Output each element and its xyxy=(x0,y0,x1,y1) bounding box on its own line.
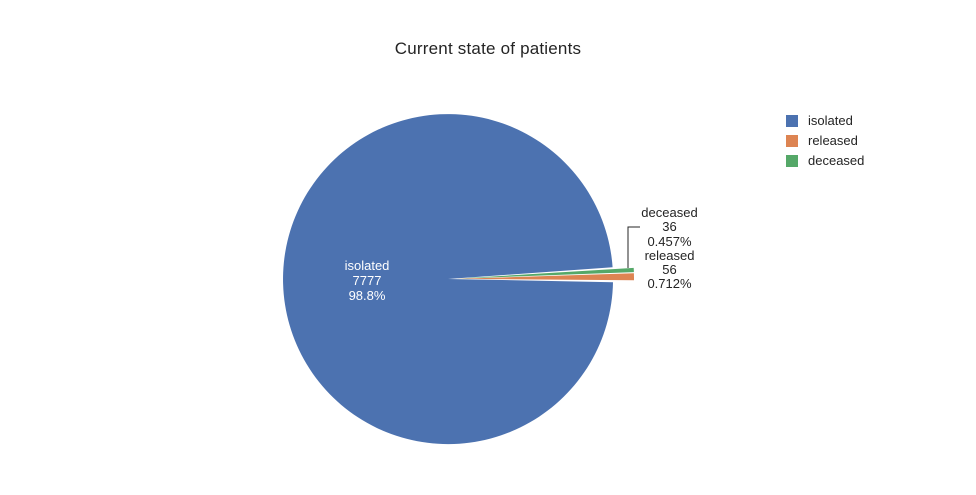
legend: isolated released deceased xyxy=(786,114,864,174)
slice-label-deceased-value: 36 xyxy=(662,219,677,235)
pie-slice-deceased[interactable] xyxy=(457,267,634,279)
slice-label-deceased-name: deceased xyxy=(641,205,698,220)
legend-swatch-deceased xyxy=(786,154,798,167)
slice-label-released-name: released xyxy=(644,247,695,263)
legend-swatch-isolated xyxy=(786,114,798,127)
slice-label-isolated-pct: 98.8% xyxy=(348,288,386,303)
legend-item-released[interactable]: released xyxy=(786,134,864,147)
legend-label-isolated: isolated xyxy=(808,113,853,128)
legend-item-isolated[interactable]: isolated xyxy=(786,114,864,127)
slice-label-released-value: 56 xyxy=(662,262,677,278)
label-leader-line xyxy=(627,226,640,268)
slice-label-isolated-name: isolated xyxy=(344,258,390,273)
legend-item-deceased[interactable]: deceased xyxy=(786,154,864,167)
slice-label-isolated-value: 7777 xyxy=(352,273,382,288)
pie-slice-released[interactable] xyxy=(457,273,635,281)
slice-label-deceased-pct: 0.457% xyxy=(647,233,692,249)
legend-label-deceased: deceased xyxy=(808,153,865,168)
legend-label-released: released xyxy=(808,133,858,148)
legend-swatch-released xyxy=(786,134,798,147)
slice-label-released-pct: 0.712% xyxy=(647,276,692,292)
chart-title: Current state of patients xyxy=(394,39,582,58)
outside-slice-labels: deceased 36 0.457% released 56 0.712% xyxy=(609,205,730,292)
slice-label-isolated: isolated 7777 98.8% xyxy=(297,258,437,303)
pie-slice-isolated[interactable] xyxy=(283,114,613,445)
